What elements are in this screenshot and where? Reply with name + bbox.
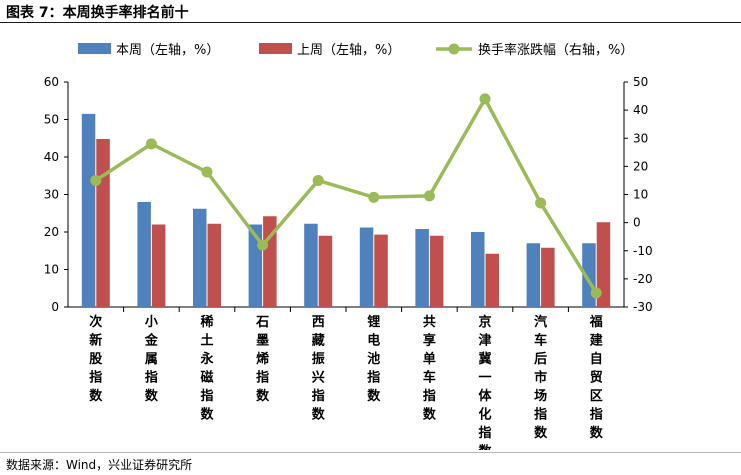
line-turnover-change: [94, 97, 598, 294]
right-tick-label: 10: [633, 188, 648, 202]
point-turnover-change: [590, 287, 602, 299]
x-category-label: 福建自贸区指数: [589, 314, 604, 441]
point-turnover-change: [423, 190, 435, 202]
right-tick-label: 30: [633, 131, 648, 145]
left-tick-label: 40: [44, 150, 59, 164]
x-category-label: 京津冀一体化指数: [478, 314, 492, 450]
right-tick-label: 20: [633, 159, 648, 173]
data-source-note: 数据来源：Wind，兴业证券研究所: [6, 458, 193, 472]
bar-last-week: [207, 223, 221, 307]
left-tick-label: 60: [44, 75, 59, 89]
bar-this-week: [81, 113, 96, 307]
point-turnover-change: [535, 197, 547, 209]
legend-label: 上周（左轴，%）: [297, 43, 400, 58]
point-turnover-change: [201, 166, 213, 178]
point-turnover-change: [368, 191, 380, 203]
chart-title: 图表 7：本周换手率排名前十: [6, 5, 189, 21]
right-tick-label: 40: [633, 103, 648, 117]
source-divider: [0, 452, 741, 453]
bar-this-week: [304, 223, 318, 307]
right-tick-label: -10: [633, 244, 653, 258]
bar-last-week: [485, 253, 499, 307]
x-category-label: 次新股指数: [89, 314, 103, 404]
bar-last-week: [96, 139, 110, 307]
x-category-label: 汽车后市场指数: [534, 314, 548, 441]
legend-label: 本周（左轴，%）: [116, 43, 219, 58]
right-tick-label: -30: [633, 300, 653, 314]
bar-last-week: [318, 235, 333, 307]
point-turnover-change: [90, 174, 102, 186]
x-category-label: 石墨烯指数: [255, 315, 270, 404]
bar-this-week: [526, 243, 541, 307]
x-category-label: 共享单车指数: [423, 314, 437, 423]
title-divider: [0, 22, 741, 23]
bar-last-week: [151, 224, 166, 307]
x-category-label: 稀土永磁指数: [199, 314, 214, 423]
point-turnover-change: [145, 138, 157, 150]
legend-swatch-this-week: [78, 43, 111, 54]
point-turnover-change: [312, 174, 324, 186]
x-category-label: 锂电池指数: [367, 314, 381, 404]
point-turnover-change: [257, 239, 269, 251]
bar-this-week: [193, 208, 207, 307]
legend-swatch-turnover-marker: [448, 43, 460, 55]
x-category-label: 西藏振兴指数: [312, 315, 326, 423]
bar-last-week: [429, 235, 444, 307]
right-tick-label: -20: [633, 272, 653, 286]
left-tick-label: 0: [51, 300, 59, 314]
left-tick-label: 20: [44, 225, 59, 239]
bar-last-week: [541, 247, 555, 307]
legend-swatch-last-week: [259, 43, 292, 54]
bar-last-week: [374, 234, 388, 307]
point-turnover-change: [479, 93, 491, 105]
legend-label: 换手率涨跌幅（右轴，%）: [478, 42, 633, 58]
combo-chart: 0 10 20 30 40 50 60 -30 -20 -10 0 10 20 30 40 50 次新股指数 小金…: [44, 42, 653, 450]
bar-this-week: [359, 227, 374, 307]
left-tick-label: 30: [44, 188, 59, 202]
bar-last-week: [596, 222, 611, 307]
bar-this-week: [415, 229, 429, 307]
bar-this-week: [471, 232, 485, 307]
left-tick-label: 10: [44, 263, 59, 277]
left-tick-label: 50: [44, 113, 59, 127]
x-category-label: 小金属指数: [144, 315, 159, 404]
right-tick-label: 50: [633, 75, 648, 89]
right-tick-label: 0: [633, 216, 641, 230]
bar-this-week: [137, 202, 151, 307]
